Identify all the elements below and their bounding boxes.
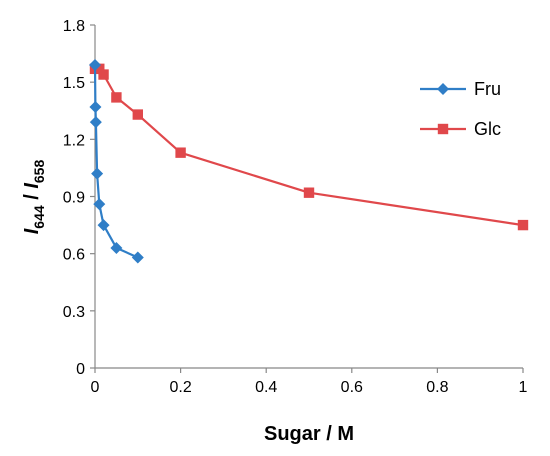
y-tick-label: 0.6 xyxy=(63,247,85,264)
legend-item-fru: Fru xyxy=(420,79,501,99)
data-point-glc xyxy=(132,109,143,120)
data-point-glc xyxy=(111,92,122,103)
y-tick-label: 1.2 xyxy=(63,132,85,149)
data-point-fru xyxy=(110,241,123,254)
y-axis-title-i2: I xyxy=(21,183,43,189)
data-point-fru xyxy=(93,198,106,211)
legend-marker-fru xyxy=(437,83,449,95)
x-tick-label: 0.2 xyxy=(169,379,191,396)
x-axis-ticks: 0 0.2 0.4 0.6 0.8 1 xyxy=(91,368,528,396)
y-axis-title-sep: / xyxy=(21,189,43,206)
x-tick-label: 0.8 xyxy=(426,379,448,396)
y-axis-ticks: 0 0.3 0.6 0.9 1.2 1.5 1.8 xyxy=(63,18,95,378)
data-point-glc xyxy=(98,69,109,80)
data-point-fru xyxy=(131,251,144,264)
legend: Fru Glc xyxy=(420,79,501,139)
y-axis-title-sub1: 644 xyxy=(31,205,47,229)
data-point-fru xyxy=(89,100,102,113)
x-tick-label: 1 xyxy=(519,379,528,396)
data-point-glc xyxy=(517,219,529,231)
data-point-fru xyxy=(97,219,110,232)
y-tick-label: 0.3 xyxy=(63,304,85,321)
data-point-fru xyxy=(89,116,102,129)
data-point-fru xyxy=(91,167,104,180)
y-axis-title-i1: I xyxy=(21,228,43,234)
legend-item-glc: Glc xyxy=(420,119,501,139)
y-tick-label: 1.8 xyxy=(63,18,85,35)
x-axis-title: Sugar / M xyxy=(264,423,354,445)
series-line-glc xyxy=(95,67,524,227)
series-layer xyxy=(89,59,529,264)
y-axis-title: I644 / I658 xyxy=(21,160,47,235)
y-axis-title-sub2: 658 xyxy=(31,160,47,184)
data-point-glc xyxy=(175,147,186,158)
data-point-glc xyxy=(303,187,315,198)
data-point-fru xyxy=(89,59,101,72)
x-tick-label: 0.4 xyxy=(255,379,277,396)
series-fru xyxy=(89,59,144,264)
x-tick-label: 0.6 xyxy=(341,379,363,396)
legend-label-glc: Glc xyxy=(474,119,501,139)
y-tick-label: 1.5 xyxy=(63,75,85,92)
y-tick-label: 0 xyxy=(76,361,85,378)
series-glc xyxy=(89,63,529,231)
legend-label-fru: Fru xyxy=(474,79,501,99)
y-tick-label: 0.9 xyxy=(63,190,85,207)
legend-marker-glc xyxy=(437,123,449,135)
x-tick-label: 0 xyxy=(91,379,100,396)
